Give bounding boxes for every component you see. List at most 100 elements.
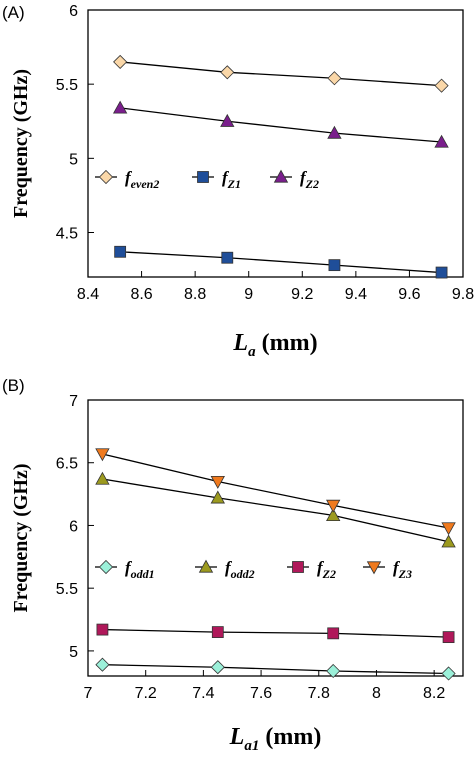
y-axis-title: Frequency (GHz) — [10, 463, 32, 612]
data-point — [221, 251, 234, 264]
series-f-z2 — [96, 623, 455, 644]
x-tick-label: 7.2 — [135, 685, 157, 702]
series-f-z2 — [112, 100, 449, 148]
legend-item: fZ1 — [192, 168, 241, 191]
data-point — [96, 623, 109, 636]
x-tick-label: 7.4 — [192, 685, 214, 702]
data-point — [95, 471, 110, 485]
data-point — [211, 626, 224, 638]
legend-marker — [198, 559, 214, 573]
data-point — [220, 65, 235, 80]
data-point — [326, 508, 341, 522]
data-point — [442, 631, 455, 644]
y-tick-label: 6.5 — [56, 456, 78, 473]
legend-marker — [98, 169, 114, 185]
x-axis-title: La1 (mm) — [229, 724, 322, 754]
series-line — [102, 478, 449, 543]
data-point — [220, 113, 235, 127]
chart-panel-a: (A) 8.4 8.6 8.8 9 9.2 9.4 9.6 9.8 4.5 5 5.5 6 Frequen… — [2, 3, 474, 360]
x-tick-label: 8.4 — [77, 286, 99, 303]
legend-label: fZ3 — [393, 558, 412, 581]
legend-item: fZ2 — [270, 168, 319, 191]
y-tick-label: 5 — [69, 151, 78, 168]
series-line — [120, 251, 442, 274]
y-tick-label: 6 — [69, 518, 78, 535]
data-point — [114, 245, 127, 258]
y-tick-label: 5 — [69, 644, 78, 661]
legend-label: feven2 — [125, 168, 159, 191]
legend-label: fZ2 — [317, 558, 336, 581]
y-tick-label: 7 — [69, 393, 78, 410]
x-tick-label: 9.6 — [398, 286, 420, 303]
data-point — [327, 627, 340, 640]
data-point — [95, 657, 110, 672]
data-point — [326, 663, 341, 679]
x-tick-label: 8 — [372, 685, 381, 702]
plot-frame — [87, 399, 464, 677]
legend-item: fZ2 — [287, 558, 336, 581]
series-line — [120, 107, 442, 143]
y-tick-label: 5.5 — [56, 581, 78, 598]
legend-label: fZ1 — [222, 168, 241, 191]
y-tick-label: 4.5 — [56, 226, 78, 243]
x-axis-title: La (mm) — [232, 330, 317, 360]
data-point — [441, 534, 456, 548]
panel-label: (A) — [2, 3, 25, 22]
series-line — [102, 628, 449, 638]
data-point — [434, 134, 449, 148]
series-line — [102, 664, 449, 675]
series-f-z1 — [114, 245, 448, 279]
legend-item: feven2 — [95, 168, 159, 191]
data-point — [326, 499, 341, 513]
data-point — [210, 660, 225, 675]
y-tick-label: 6 — [69, 3, 78, 20]
data-point — [327, 71, 342, 86]
x-tick-label: 7.8 — [308, 685, 330, 702]
series-f-odd2 — [95, 471, 456, 548]
legend-item: fodd2 — [195, 558, 255, 581]
plot-frame — [87, 9, 464, 278]
data-point — [327, 125, 342, 139]
x-tick-label: 9.2 — [291, 286, 313, 303]
legend-item: fZ3 — [363, 558, 412, 581]
legend-marker — [273, 169, 289, 183]
data-point — [435, 266, 448, 279]
data-point — [434, 78, 449, 93]
x-tick-label: 9.4 — [345, 286, 367, 303]
legend-marker — [292, 561, 304, 573]
x-tick-label: 8.2 — [423, 685, 445, 702]
series-f-odd1 — [95, 657, 456, 681]
x-tick-label: 7.6 — [250, 685, 272, 702]
y-axis-title: Frequency (GHz) — [10, 69, 32, 218]
data-point — [210, 475, 225, 489]
data-point — [328, 259, 341, 272]
legend: fodd1 fodd2 fZ2 fZ3 — [95, 558, 412, 581]
legend-marker — [366, 561, 382, 575]
x-tick-label: 9.8 — [452, 286, 474, 303]
series-f-even2 — [113, 54, 449, 93]
legend-item: fodd1 — [95, 558, 155, 581]
series-line — [102, 453, 449, 529]
data-point — [113, 54, 128, 69]
series-f-z3 — [95, 448, 456, 536]
y-tick-label: 5.5 — [56, 77, 78, 94]
legend-label: fodd2 — [225, 558, 255, 581]
legend-marker — [197, 171, 209, 183]
x-tick-label: 9 — [244, 286, 253, 303]
legend: feven2 fZ1 fZ2 — [95, 168, 319, 191]
x-tick-label: 8.6 — [130, 286, 152, 303]
data-point — [95, 448, 110, 462]
data-point — [112, 100, 128, 114]
x-tick-label: 8.8 — [184, 286, 206, 303]
data-point — [210, 490, 225, 504]
chart-panel-b: (B) 7 7.2 7.4 7.6 7.8 8 8.2 5 5.5 6 6.5 7 Frequency (… — [2, 376, 464, 754]
x-tick-label: 7 — [84, 685, 93, 702]
data-point — [441, 522, 456, 536]
series-line — [120, 61, 442, 87]
legend-label: fZ2 — [300, 168, 319, 191]
legend-marker — [98, 559, 114, 575]
data-point — [441, 666, 456, 681]
panel-label: (B) — [2, 376, 25, 395]
legend-label: fodd1 — [125, 558, 155, 581]
